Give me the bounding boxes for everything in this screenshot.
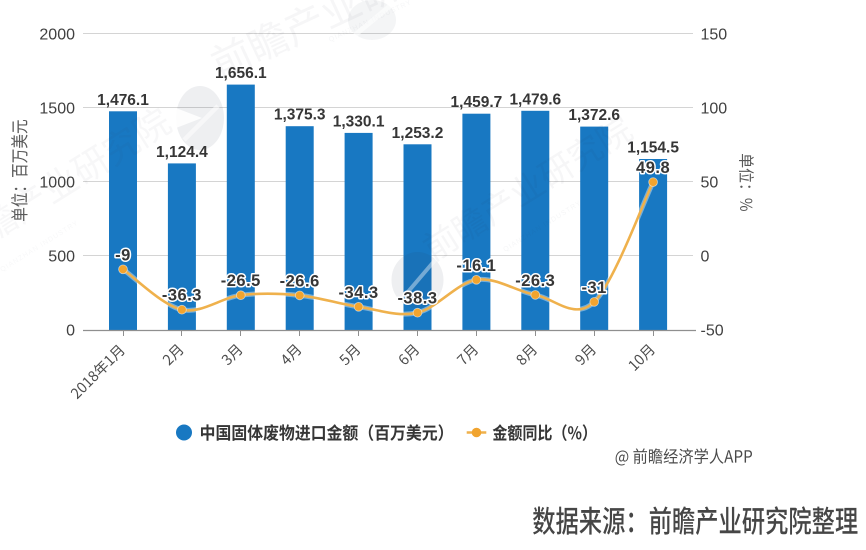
- svg-text:-31: -31: [582, 279, 607, 297]
- svg-text:1,459.7: 1,459.7: [451, 94, 503, 111]
- svg-text:-26.3: -26.3: [515, 272, 555, 290]
- svg-text:150: 150: [701, 26, 728, 43]
- svg-text:2000: 2000: [39, 26, 75, 43]
- svg-text:1,253.2: 1,253.2: [392, 125, 444, 142]
- svg-text:1,476.1: 1,476.1: [97, 92, 149, 109]
- svg-text:1000: 1000: [39, 175, 75, 192]
- svg-text:-9: -9: [115, 246, 131, 264]
- svg-text:1,154.5: 1,154.5: [627, 140, 679, 157]
- svg-text:1,372.6: 1,372.6: [568, 107, 620, 124]
- svg-text:-16.1: -16.1: [456, 257, 496, 275]
- svg-text:-34.3: -34.3: [339, 284, 379, 302]
- svg-text:-26.6: -26.6: [280, 272, 320, 290]
- svg-text:1,656.1: 1,656.1: [215, 65, 267, 82]
- svg-text:1,330.1: 1,330.1: [333, 113, 385, 130]
- svg-text:1,124.4: 1,124.4: [156, 144, 208, 161]
- svg-text:49.8: 49.8: [636, 159, 670, 177]
- svg-text:0: 0: [701, 249, 710, 266]
- svg-text:-26.5: -26.5: [221, 272, 261, 290]
- svg-text:-38.3: -38.3: [397, 290, 437, 308]
- svg-text:100: 100: [701, 100, 728, 117]
- svg-text:0: 0: [66, 323, 75, 340]
- svg-text:50: 50: [701, 175, 719, 192]
- svg-text:1500: 1500: [39, 100, 75, 117]
- svg-text:-50: -50: [701, 323, 724, 340]
- svg-text:1,375.3: 1,375.3: [274, 107, 326, 124]
- svg-text:-36.3: -36.3: [162, 287, 202, 305]
- svg-text:500: 500: [48, 249, 75, 266]
- svg-text:1,479.6: 1,479.6: [509, 91, 561, 108]
